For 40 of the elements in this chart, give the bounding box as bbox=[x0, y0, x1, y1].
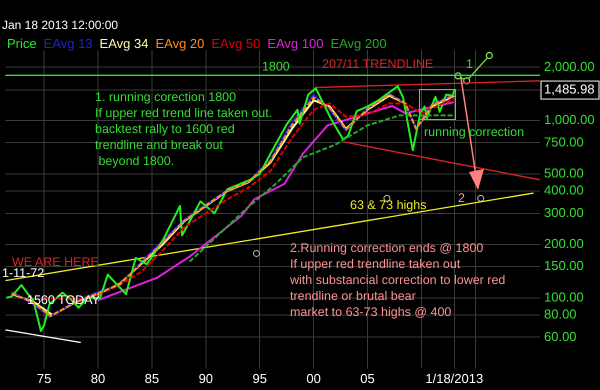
annotation: 1. running corection 1800 If upper red trend line taken out. backtest rally to 1600 red trendline and break out beyond 1800. bbox=[95, 89, 272, 169]
y-tick-label: 750.00 bbox=[544, 134, 584, 150]
y-tick-label: 200.00 bbox=[544, 236, 584, 252]
x-tick-label: 75 bbox=[36, 370, 52, 386]
text: EAvg 13 bbox=[44, 36, 93, 51]
annotation: 63 & 73 highs bbox=[350, 197, 426, 213]
y-tick-label: 300.00 bbox=[544, 204, 584, 220]
annotation: 2 bbox=[458, 190, 465, 206]
x-tick-label: 80 bbox=[90, 370, 106, 386]
annotation: 1-11-72 bbox=[2, 266, 44, 281]
annotation: 207/11 TRENDLINE bbox=[322, 56, 434, 72]
x-tick-label: 1/18/2013 bbox=[425, 370, 484, 386]
x-tick-label: 85 bbox=[144, 370, 160, 386]
chart-subtitle: Jan 18 2013 12:00:00 bbox=[2, 18, 118, 32]
y-tick-label: 1,000.00 bbox=[544, 112, 595, 128]
text: Price bbox=[7, 36, 37, 51]
annotation: WE ARE HERE bbox=[12, 254, 99, 269]
y-tick-label: 80.00 bbox=[544, 306, 577, 322]
x-tick-label: 90 bbox=[198, 370, 214, 386]
x-tick-label: 05 bbox=[360, 370, 375, 386]
text: EAvg 50 bbox=[211, 36, 260, 51]
point bbox=[252, 250, 260, 257]
text: EAvg 34 bbox=[100, 36, 148, 51]
y-tick-label: 100.00 bbox=[544, 289, 584, 304]
y-tick-label: 400.00 bbox=[544, 182, 584, 198]
ref-line-label: 1800 bbox=[262, 59, 290, 74]
x-tick-label: 00 bbox=[306, 370, 321, 386]
annotation: 1 bbox=[466, 56, 473, 72]
y-tick-label: 2,000.00 bbox=[544, 58, 595, 74]
annotation: 2.Running correction ends @ 1800 If upper red trendline taken out with substancial correction to lower red trendline or brutal bear market to 63-73 highs @ 400 bbox=[290, 240, 506, 320]
x-tick-label: 95 bbox=[252, 370, 267, 386]
point bbox=[477, 194, 484, 202]
point bbox=[486, 52, 493, 60]
text: EAvg 200 bbox=[330, 36, 387, 51]
text: EAvg 20 bbox=[155, 36, 204, 51]
y-tick-label: 60.00 bbox=[544, 328, 577, 344]
y-tick-label: 1,485.98 bbox=[544, 82, 595, 97]
y-tick-label: 500.00 bbox=[544, 166, 584, 180]
text: EAvg 100 bbox=[267, 36, 324, 51]
y-tick-label: 150.00 bbox=[544, 258, 584, 274]
